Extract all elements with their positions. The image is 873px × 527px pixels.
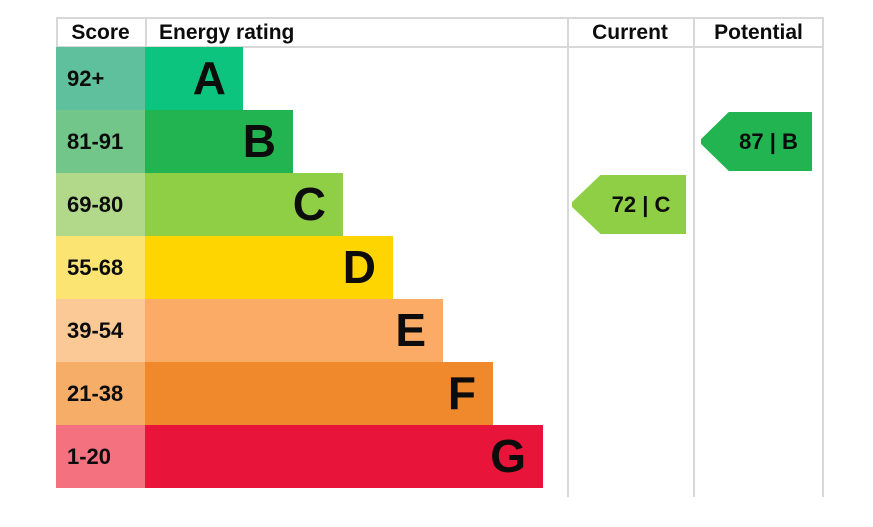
current-rating-label: 72 | C: [611, 192, 671, 217]
band-score-range: 21-38: [56, 362, 145, 425]
band-score-range: 81-91: [56, 110, 145, 173]
band-row-c: 69-80 C: [56, 173, 567, 236]
band-row-g: 1-20 G: [56, 425, 567, 488]
band-row-f: 21-38 F: [56, 362, 567, 425]
band-bar: B: [145, 110, 293, 173]
band-row-d: 55-68 D: [56, 236, 567, 299]
band-letter: D: [342, 241, 376, 293]
band-letter: B: [242, 115, 276, 167]
band-bar: E: [145, 299, 443, 362]
band-letter: G: [490, 430, 526, 482]
epc-table: Score Energy rating Current Potential 92…: [56, 17, 824, 497]
band-bar: F: [145, 362, 493, 425]
band-score-range: 55-68: [56, 236, 145, 299]
current-column-divider: [567, 17, 569, 497]
band-score-range: 69-80: [56, 173, 145, 236]
table-top-border: [56, 17, 824, 19]
band-score-range: 1-20: [56, 425, 145, 488]
band-row-b: 81-91 B: [56, 110, 567, 173]
band-row-e: 39-54 E: [56, 299, 567, 362]
band-letter: C: [292, 178, 326, 230]
header-bottom-border: [56, 46, 824, 48]
band-bar: A: [145, 47, 243, 110]
column-header-energy-rating: Energy rating: [159, 21, 295, 44]
band-score-range: 92+: [56, 47, 145, 110]
band-score-range: 39-54: [56, 299, 145, 362]
header-left-border: [56, 17, 58, 48]
band-bar: D: [145, 236, 393, 299]
column-header-current: Current: [592, 21, 668, 44]
column-header-potential: Potential: [714, 21, 803, 44]
column-header-score: Score: [71, 21, 130, 44]
band-letter: E: [395, 304, 426, 356]
score-column-divider: [145, 17, 147, 48]
potential-column-divider: [693, 17, 695, 497]
band-bar: G: [145, 425, 543, 488]
table-right-border: [822, 17, 824, 497]
band-bar: C: [145, 173, 343, 236]
band-letter: A: [192, 52, 226, 104]
potential-rating-arrow: 87 | B: [701, 112, 812, 171]
current-rating-arrow: 72 | C: [572, 175, 686, 234]
band-letter: F: [447, 367, 476, 419]
band-row-a: 92+ A: [56, 47, 567, 110]
potential-rating-label: 87 | B: [739, 129, 798, 154]
